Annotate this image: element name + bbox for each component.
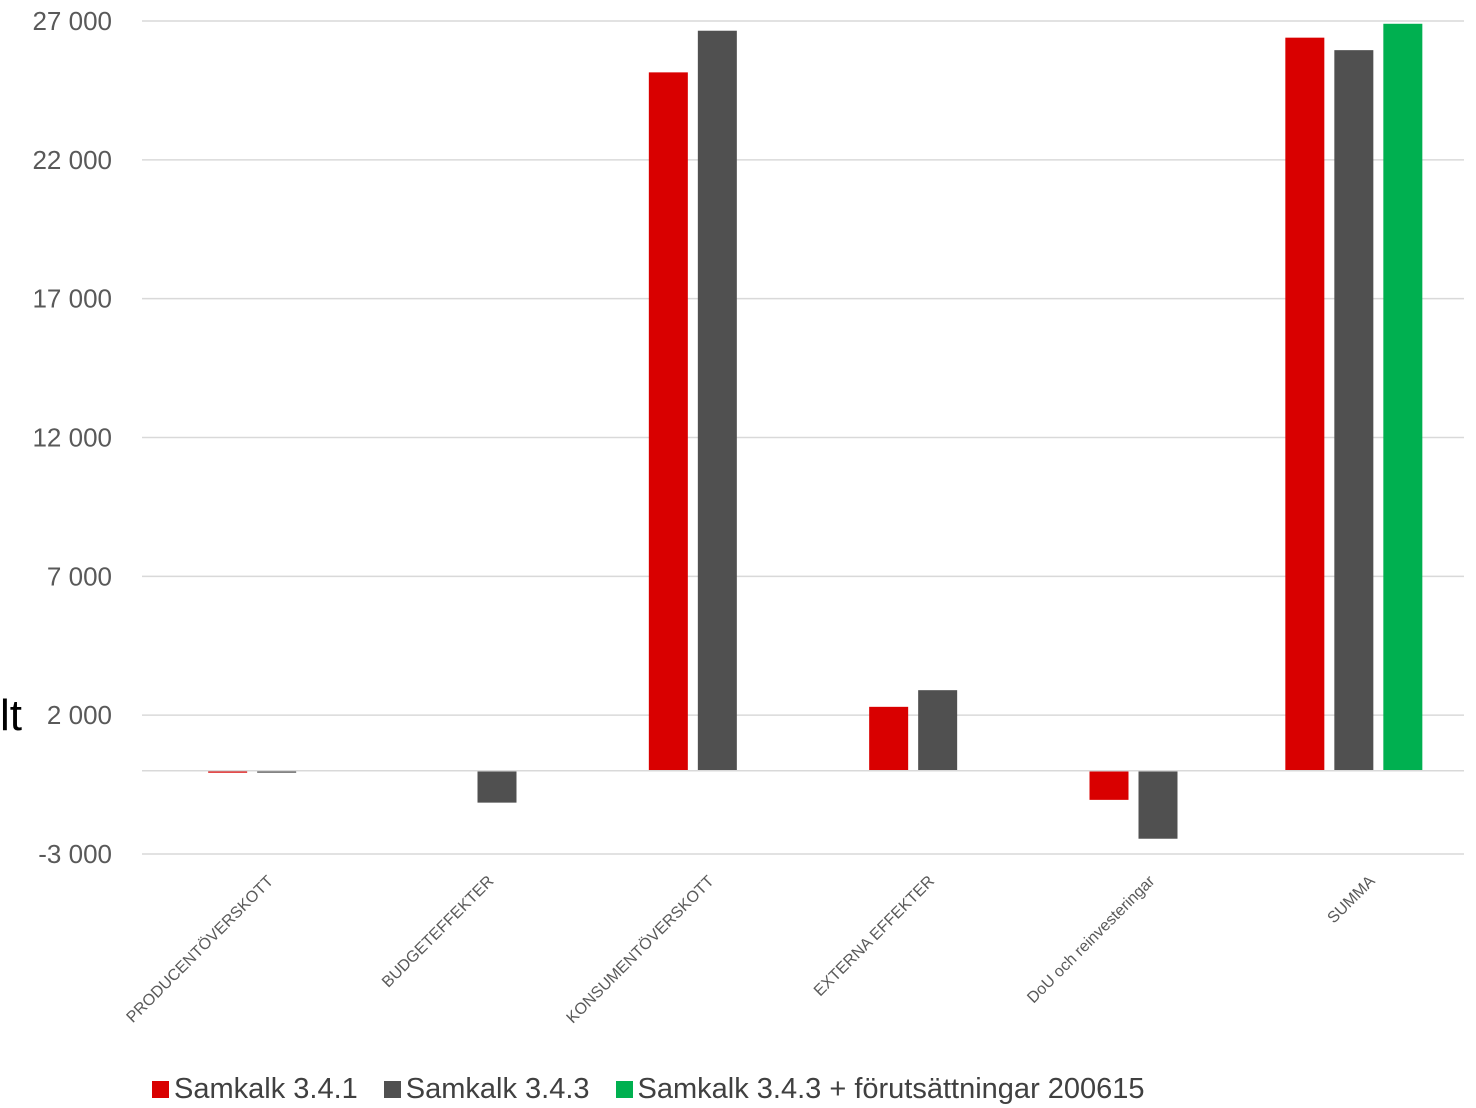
bars [208, 23, 1423, 839]
legend-swatch [615, 1081, 633, 1098]
legend-swatch [152, 1081, 169, 1098]
x-axis: PRODUCENTÖVERSKOTT BUDGETEFFEKTER KONSUMEN… [123, 872, 1379, 1027]
bar [477, 770, 517, 803]
x-tick-label: DoU och reinvesteringar [1024, 872, 1158, 1006]
bar [1285, 37, 1325, 771]
bar [1334, 50, 1374, 771]
y-tick-label: 7 000 [47, 561, 112, 591]
bar [697, 30, 737, 771]
legend-label: Samkalk 3.4.1 [174, 1073, 358, 1105]
legend-label: Samkalk 3.4.3 + förutsättningar 200615 [637, 1073, 1145, 1105]
legend-swatch [383, 1081, 401, 1098]
legend-item: Samkalk 3.4.3 [383, 1073, 590, 1106]
bar [208, 770, 248, 773]
bar [1138, 770, 1178, 839]
y-tick-label: 27 000 [32, 6, 112, 36]
bar [257, 770, 297, 773]
bar [1089, 770, 1129, 800]
x-tick-label: EXTERNA EFFEKTER [811, 873, 938, 1000]
y-axis: -3 000 2 000 7 000 12 000 17 000 22 000 27 000 [32, 6, 112, 869]
y-tick-label: 22 000 [32, 145, 112, 175]
legend-item: Samkalk 3.4.1 [152, 1073, 358, 1106]
gridlines [142, 20, 1464, 855]
bar [869, 706, 909, 771]
cropped-text-fragment: lt [0, 691, 22, 740]
legend: Samkalk 3.4.1 Samkalk 3.4.3 Samkalk 3.4.3 … [152, 1073, 1171, 1106]
x-tick-label: SUMMA [1325, 873, 1379, 927]
bar [1383, 23, 1423, 771]
x-tick-label: BUDGETEFFEKTER [379, 873, 497, 991]
legend-label: Samkalk 3.4.3 [405, 1073, 590, 1105]
y-tick-label: 12 000 [32, 423, 112, 453]
y-tick-label: 17 000 [32, 284, 112, 314]
bar [918, 690, 958, 771]
x-tick-label: KONSUMENTÖVERSKOTT [563, 872, 718, 1027]
y-tick-label: -3 000 [38, 839, 112, 869]
legend-item: Samkalk 3.4.3 + förutsättningar 200615 [615, 1073, 1145, 1106]
x-tick-label: PRODUCENTÖVERSKOTT [123, 872, 277, 1026]
y-tick-label: 2 000 [47, 700, 112, 730]
bar [648, 72, 688, 771]
